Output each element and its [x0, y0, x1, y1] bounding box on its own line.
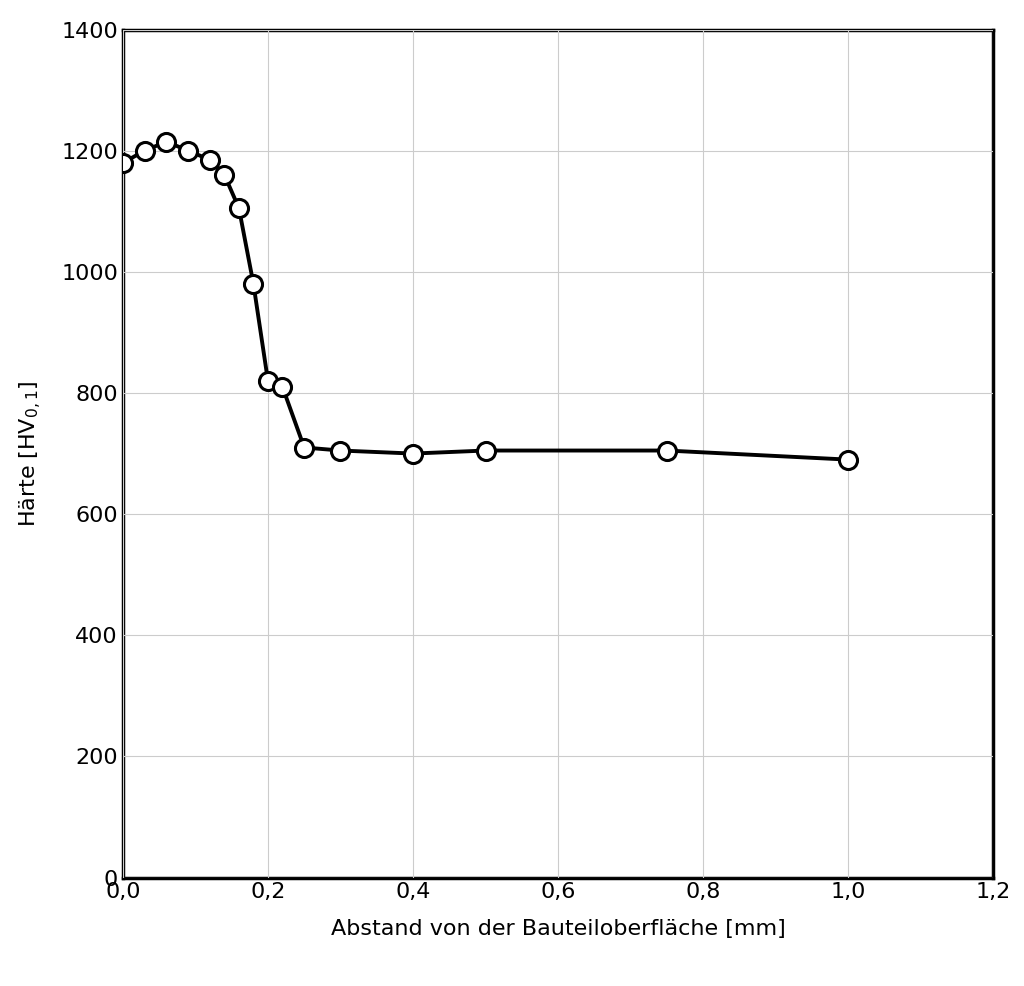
Y-axis label: Härte [HV$_{0,1}$]: Härte [HV$_{0,1}$] — [18, 381, 44, 527]
X-axis label: Abstand von der Bauteiloberfläche [mm]: Abstand von der Bauteiloberfläche [mm] — [331, 919, 785, 939]
